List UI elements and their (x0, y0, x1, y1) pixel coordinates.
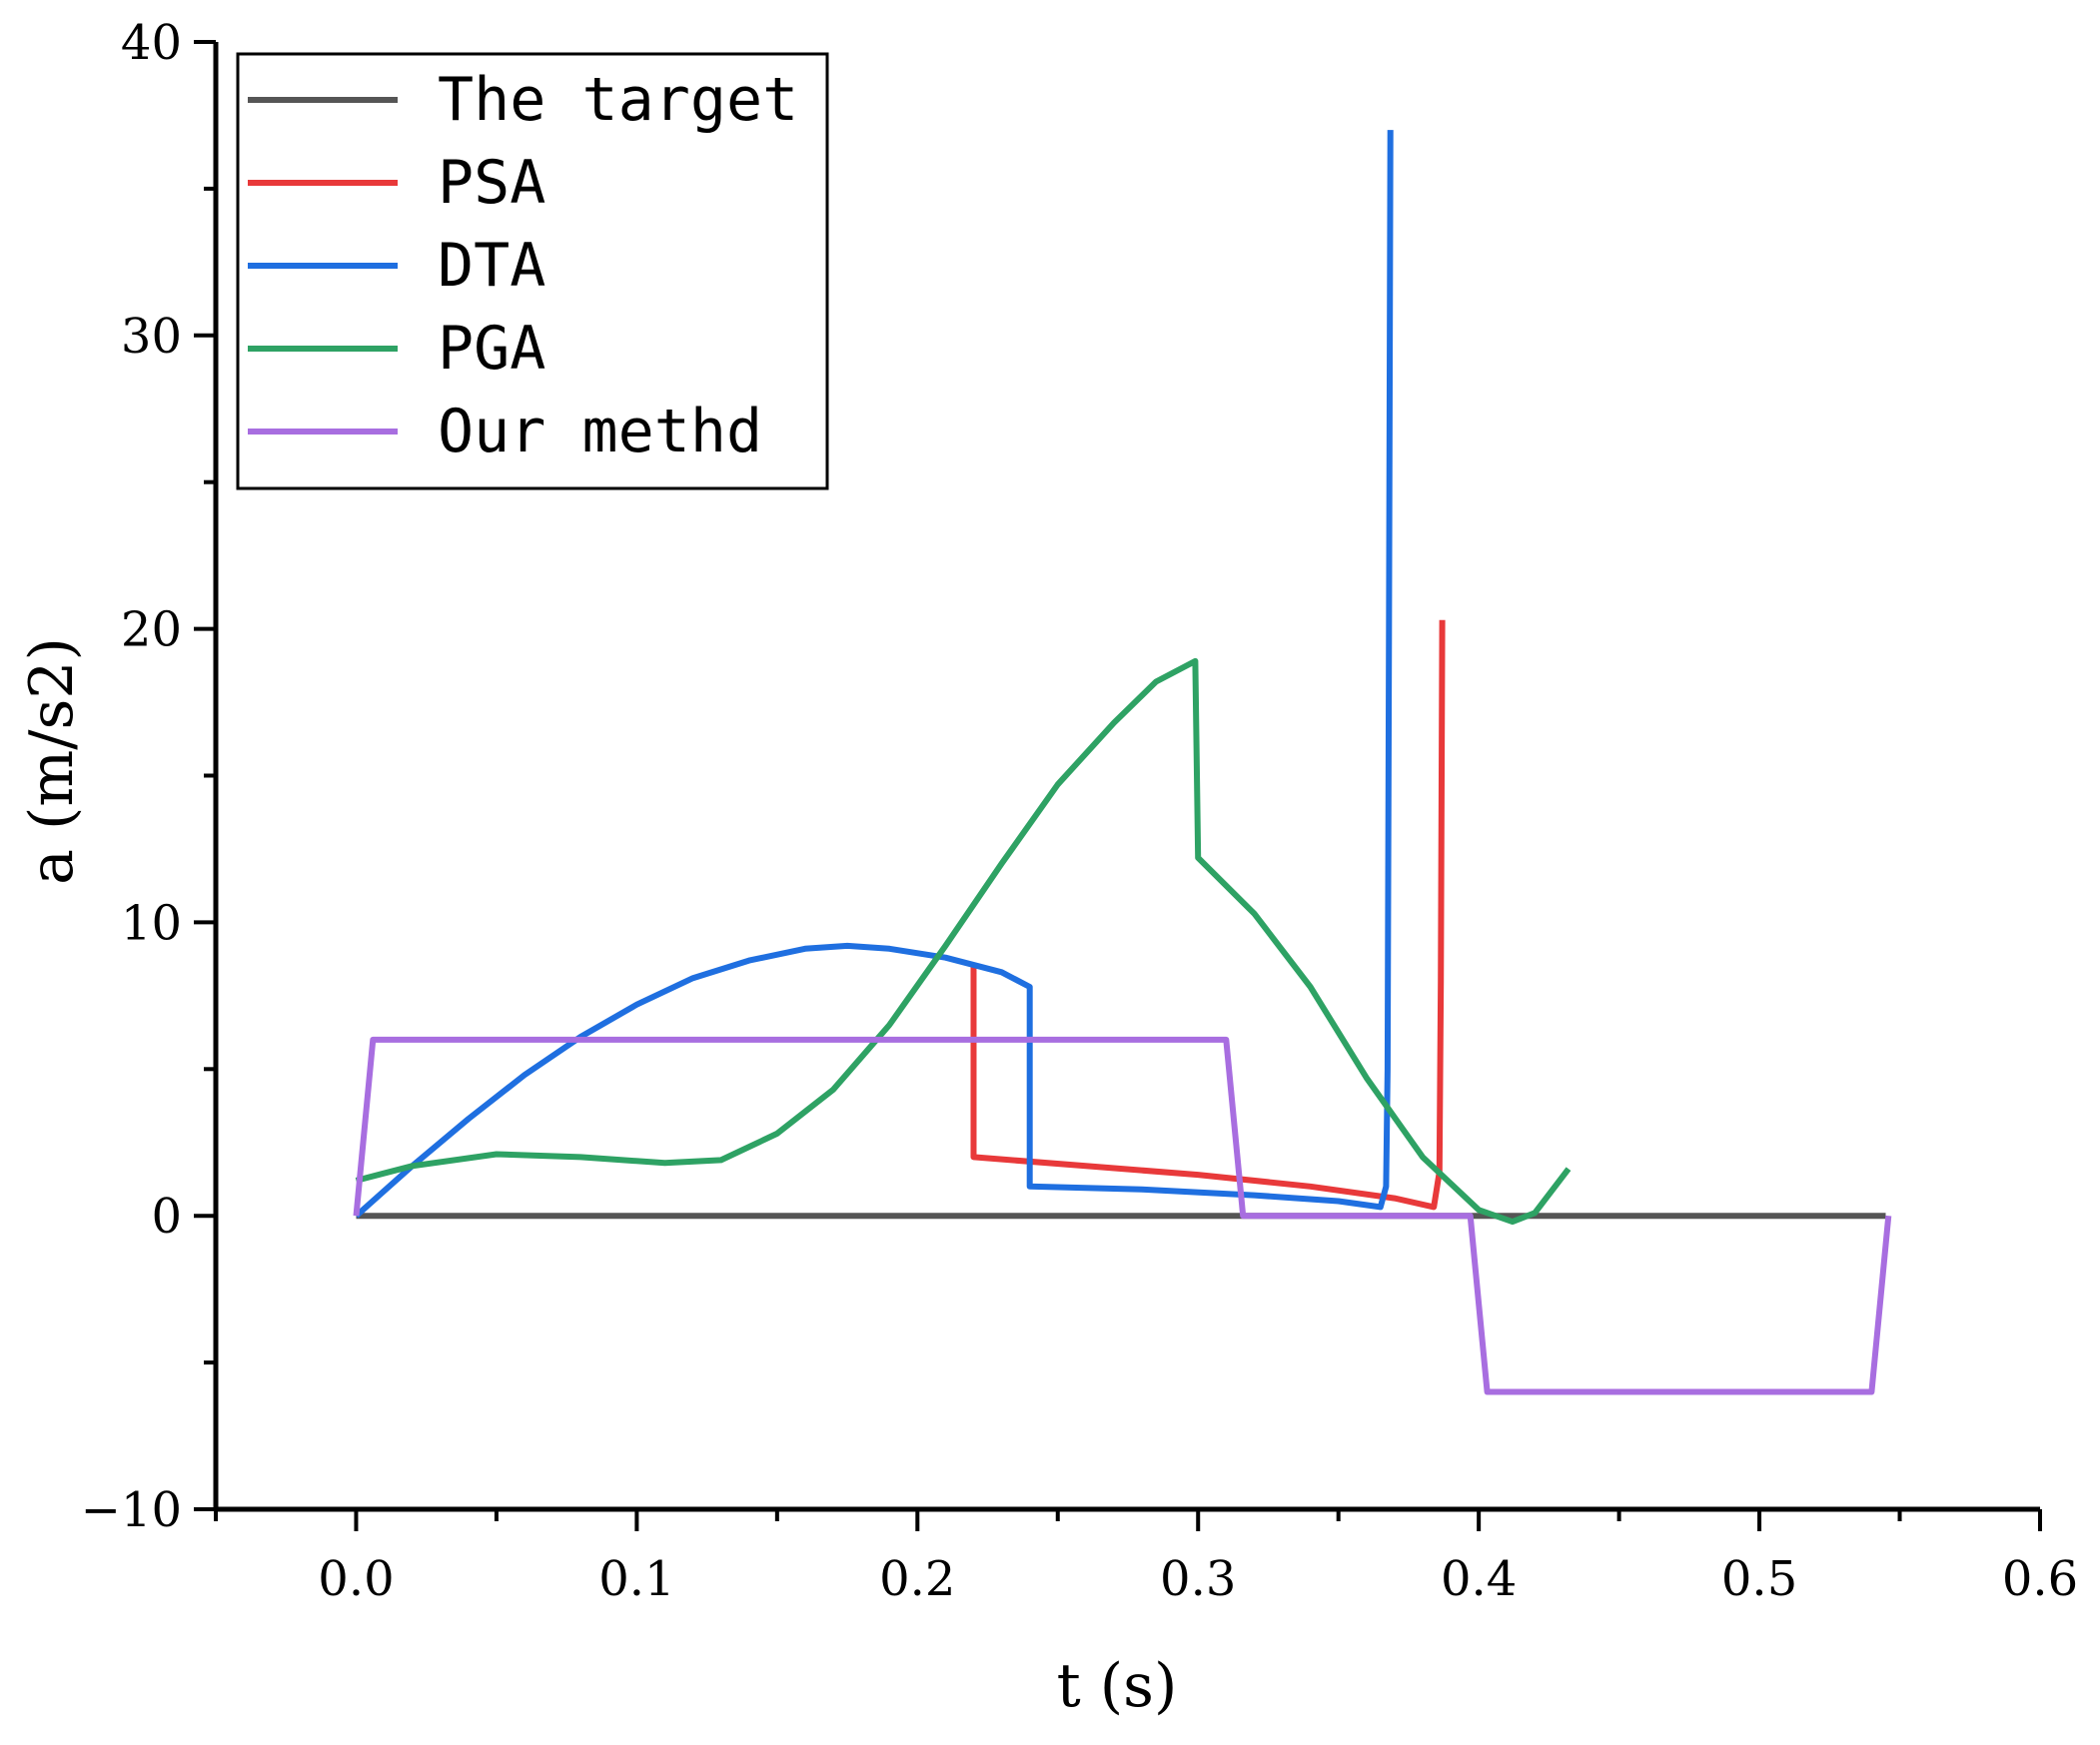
x-tick-label: 0.0 (318, 1551, 394, 1607)
y-tick-label: 30 (121, 309, 182, 365)
legend-label: PGA (438, 314, 545, 384)
y-tick-label: 20 (121, 602, 182, 658)
x-tick-label: 0.1 (598, 1551, 674, 1607)
series-line-pga (355, 657, 1572, 1226)
legend: The target PSA DTA PGA Our methd (236, 52, 829, 490)
x-tick-label: 0.2 (879, 1551, 955, 1607)
y-tick-label: 40 (121, 15, 182, 71)
series-line-psa (970, 619, 1446, 1211)
legend-label: The target (438, 65, 798, 135)
y-tick-label: 0 (151, 1189, 182, 1245)
axes: 0.0 0.1 0.2 0.3 0.4 0.5 0.6 −10 0 10 20 30 40 (81, 15, 2078, 1607)
legend-box (236, 52, 829, 490)
legend-label: Our methd (438, 397, 762, 466)
x-tick-label: 0.5 (1721, 1551, 1797, 1607)
series-line-dta (354, 130, 1394, 1219)
x-tick-label: 0.4 (1441, 1551, 1517, 1607)
y-axis-label: a (m/s2) (17, 637, 87, 885)
x-axis-label: t (s) (1057, 1651, 1178, 1721)
x-tick-label: 0.6 (2002, 1551, 2078, 1607)
y-tick-label: −10 (81, 1482, 182, 1538)
x-tick-label: 0.3 (1160, 1551, 1236, 1607)
series-line-our-methd (353, 1036, 1892, 1395)
legend-label: DTA (438, 231, 545, 301)
legend-label: PSA (438, 148, 545, 218)
y-tick-label: 10 (121, 895, 182, 951)
plot-lines (353, 130, 1892, 1395)
